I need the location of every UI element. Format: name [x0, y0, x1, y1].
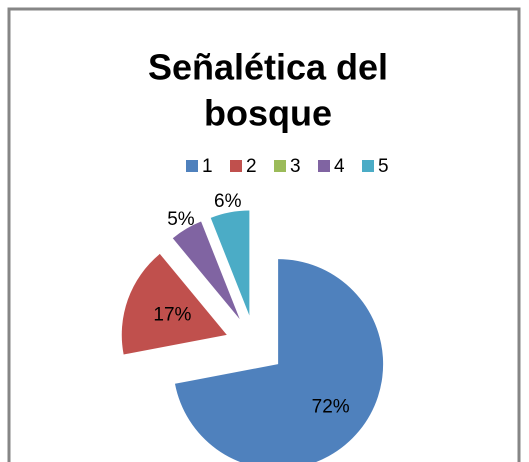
chart-title: Señalética del: [148, 47, 388, 88]
data-label: 6%: [214, 191, 242, 212]
legend-label: 2: [246, 156, 257, 177]
legend-label: 1: [202, 156, 213, 177]
legend-swatch: [274, 160, 286, 172]
data-label: 5%: [167, 209, 195, 230]
pie-slice: [172, 221, 240, 320]
legend-label: 3: [290, 156, 301, 177]
plot: 72% 17% 5% 6%: [121, 191, 384, 462]
pie-slice: [121, 253, 227, 355]
pie-slice: [174, 259, 384, 462]
data-label: 17%: [153, 304, 191, 325]
legend-label: 4: [334, 156, 345, 177]
legend-label: 5: [378, 156, 389, 177]
pie-slice: [210, 210, 250, 316]
data-label: 72%: [312, 397, 350, 418]
legend-swatch: [230, 160, 242, 172]
chart-title: bosque: [204, 93, 332, 134]
legend-swatch: [186, 160, 198, 172]
legend-swatch: [362, 160, 374, 172]
legend-swatch: [318, 160, 330, 172]
